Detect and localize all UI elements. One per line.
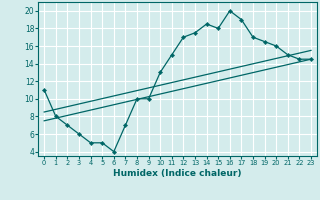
X-axis label: Humidex (Indice chaleur): Humidex (Indice chaleur): [113, 169, 242, 178]
